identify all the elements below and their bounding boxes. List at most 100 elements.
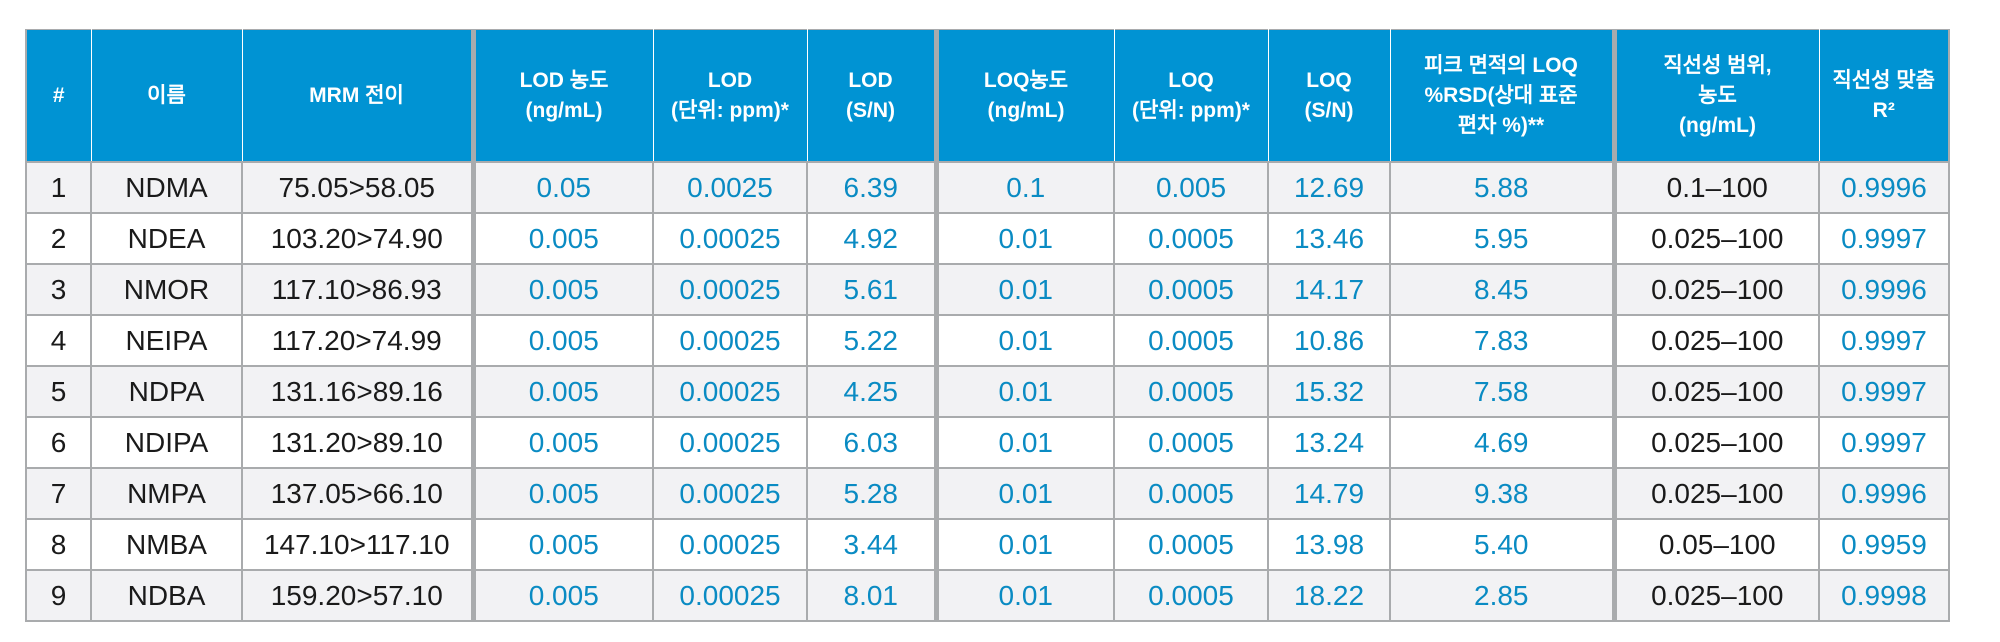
lod-ppm-cell: 0.00025 xyxy=(652,263,808,316)
loq-ppm-cell: 0.0005 xyxy=(1113,416,1269,469)
column-header-loq-concentration: LOQ농도 (ng/mL) xyxy=(933,29,1115,163)
index-cell: 2 xyxy=(25,212,92,265)
linearity-r2-cell: 0.9997 xyxy=(1818,365,1950,418)
column-header-lod-sn: LOD (S/N) xyxy=(806,29,937,163)
linearity-r2-cell: 0.9997 xyxy=(1818,314,1950,367)
loq-sn-cell: 13.24 xyxy=(1267,416,1391,469)
index-cell: 6 xyxy=(25,416,92,469)
lod-ppm-cell: 0.00025 xyxy=(652,365,808,418)
loq-ppm-cell: 0.0005 xyxy=(1113,314,1269,367)
loq-concentration-cell: 0.01 xyxy=(933,263,1115,316)
name-cell: NDEA xyxy=(90,212,243,265)
column-header-linearity-range: 직선성 범위, 농도 (ng/mL) xyxy=(1611,29,1820,163)
lod-concentration-cell: 0.005 xyxy=(470,518,654,571)
loq-rsd-cell: 9.38 xyxy=(1389,467,1615,520)
lod-sn-cell: 4.92 xyxy=(806,212,937,265)
index-cell: 5 xyxy=(25,365,92,418)
linearity-range-cell: 0.025–100 xyxy=(1611,569,1820,622)
loq-concentration-cell: 0.01 xyxy=(933,569,1115,622)
loq-ppm-cell: 0.0005 xyxy=(1113,467,1269,520)
lod-concentration-cell: 0.005 xyxy=(470,569,654,622)
lod-sn-cell: 5.28 xyxy=(806,467,937,520)
loq-rsd-cell: 5.95 xyxy=(1389,212,1615,265)
loq-concentration-cell: 0.1 xyxy=(933,161,1115,214)
lod-sn-cell: 5.61 xyxy=(806,263,937,316)
lod-concentration-cell: 0.005 xyxy=(470,416,654,469)
loq-sn-cell: 13.98 xyxy=(1267,518,1391,571)
column-header-lod-concentration: LOD 농도 (ng/mL) xyxy=(470,29,654,163)
lod-concentration-cell: 0.005 xyxy=(470,263,654,316)
loq-concentration-cell: 0.01 xyxy=(933,467,1115,520)
loq-rsd-cell: 7.58 xyxy=(1389,365,1615,418)
linearity-r2-cell: 0.9996 xyxy=(1818,467,1950,520)
column-header-loq-sn: LOQ (S/N) xyxy=(1267,29,1391,163)
loq-concentration-cell: 0.01 xyxy=(933,365,1115,418)
loq-rsd-cell: 7.83 xyxy=(1389,314,1615,367)
table-body: 1 NDMA 75.05>58.05 0.05 0.0025 6.39 0.1 0.005 12… xyxy=(25,161,1950,622)
column-header-lod-ppm: LOD (단위: ppm)* xyxy=(652,29,808,163)
loq-sn-cell: 12.69 xyxy=(1267,161,1391,214)
results-table: # 이름 MRM 전이 LOD 농도 (ng/mL) LOD (단위: ppm)… xyxy=(25,29,1950,622)
name-cell: NDMA xyxy=(90,161,243,214)
linearity-range-cell: 0.05–100 xyxy=(1611,518,1820,571)
loq-ppm-cell: 0.0005 xyxy=(1113,518,1269,571)
linearity-r2-cell: 0.9996 xyxy=(1818,263,1950,316)
name-cell: NDIPA xyxy=(90,416,243,469)
name-cell: NDBA xyxy=(90,569,243,622)
loq-concentration-cell: 0.01 xyxy=(933,314,1115,367)
lod-concentration-cell: 0.005 xyxy=(470,365,654,418)
loq-rsd-cell: 5.88 xyxy=(1389,161,1615,214)
lod-ppm-cell: 0.00025 xyxy=(652,569,808,622)
index-cell: 3 xyxy=(25,263,92,316)
lod-ppm-cell: 0.00025 xyxy=(652,314,808,367)
index-cell: 1 xyxy=(25,161,92,214)
mrm-transition-cell: 117.20>74.99 xyxy=(241,314,474,367)
lod-concentration-cell: 0.005 xyxy=(470,212,654,265)
loq-concentration-cell: 0.01 xyxy=(933,416,1115,469)
lod-ppm-cell: 0.00025 xyxy=(652,467,808,520)
table-row: 5 NDPA 131.16>89.16 0.005 0.00025 4.25 0.01 0.0… xyxy=(25,365,1950,418)
column-header-loq-rsd: 피크 면적의 LOQ %RSD(상대 표준 편차 %)** xyxy=(1389,29,1615,163)
index-cell: 9 xyxy=(25,569,92,622)
mrm-transition-cell: 147.10>117.10 xyxy=(241,518,474,571)
loq-ppm-cell: 0.0005 xyxy=(1113,263,1269,316)
column-header-loq-ppm: LOQ (단위: ppm)* xyxy=(1113,29,1269,163)
loq-ppm-cell: 0.0005 xyxy=(1113,569,1269,622)
lod-ppm-cell: 0.0025 xyxy=(652,161,808,214)
loq-concentration-cell: 0.01 xyxy=(933,518,1115,571)
lod-concentration-cell: 0.005 xyxy=(470,314,654,367)
loq-ppm-cell: 0.0005 xyxy=(1113,365,1269,418)
lod-concentration-cell: 0.005 xyxy=(470,467,654,520)
loq-ppm-cell: 0.0005 xyxy=(1113,212,1269,265)
name-cell: NEIPA xyxy=(90,314,243,367)
index-cell: 7 xyxy=(25,467,92,520)
mrm-transition-cell: 159.20>57.10 xyxy=(241,569,474,622)
index-cell: 4 xyxy=(25,314,92,367)
lod-concentration-cell: 0.05 xyxy=(470,161,654,214)
lod-sn-cell: 8.01 xyxy=(806,569,937,622)
lod-ppm-cell: 0.00025 xyxy=(652,416,808,469)
linearity-range-cell: 0.025–100 xyxy=(1611,314,1820,367)
loq-sn-cell: 10.86 xyxy=(1267,314,1391,367)
column-header-index: # xyxy=(25,29,92,163)
lod-sn-cell: 4.25 xyxy=(806,365,937,418)
linearity-r2-cell: 0.9996 xyxy=(1818,161,1950,214)
table-row: 8 NMBA 147.10>117.10 0.005 0.00025 3.44 0.01 0.… xyxy=(25,518,1950,571)
loq-concentration-cell: 0.01 xyxy=(933,212,1115,265)
loq-rsd-cell: 5.40 xyxy=(1389,518,1615,571)
table-row: 7 NMPA 137.05>66.10 0.005 0.00025 5.28 0.01 0.0… xyxy=(25,467,1950,520)
name-cell: NMPA xyxy=(90,467,243,520)
lod-sn-cell: 3.44 xyxy=(806,518,937,571)
column-header-mrm-transition: MRM 전이 xyxy=(241,29,474,163)
loq-sn-cell: 18.22 xyxy=(1267,569,1391,622)
table-row: 4 NEIPA 117.20>74.99 0.005 0.00025 5.22 0.01 0.… xyxy=(25,314,1950,367)
lod-sn-cell: 6.03 xyxy=(806,416,937,469)
table-row: 9 NDBA 159.20>57.10 0.005 0.00025 8.01 0.01 0.0… xyxy=(25,569,1950,622)
linearity-range-cell: 0.025–100 xyxy=(1611,263,1820,316)
mrm-transition-cell: 131.20>89.10 xyxy=(241,416,474,469)
loq-sn-cell: 13.46 xyxy=(1267,212,1391,265)
loq-rsd-cell: 4.69 xyxy=(1389,416,1615,469)
table-row: 6 NDIPA 131.20>89.10 0.005 0.00025 6.03 0.01 0.… xyxy=(25,416,1950,469)
column-header-name: 이름 xyxy=(90,29,243,163)
table-row: 2 NDEA 103.20>74.90 0.005 0.00025 4.92 0.01 0.0… xyxy=(25,212,1950,265)
